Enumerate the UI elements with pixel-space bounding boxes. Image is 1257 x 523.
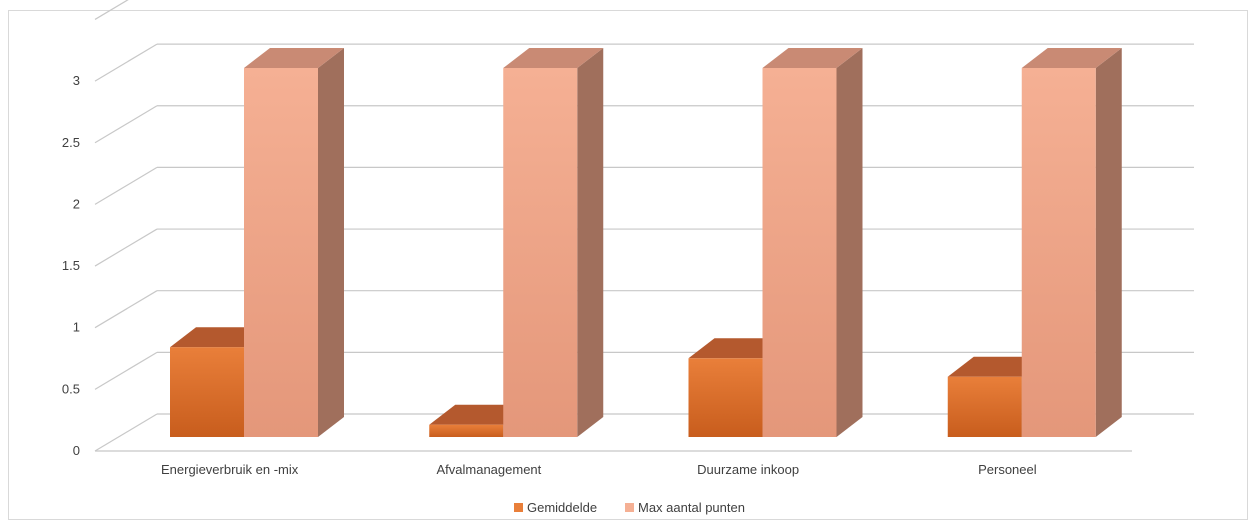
bar-top xyxy=(503,48,604,68)
y-tick-label: 0 xyxy=(73,443,80,458)
bar-side xyxy=(836,48,863,437)
y-tick-label: 0.5 xyxy=(62,381,80,396)
bar-side xyxy=(577,48,604,437)
legend-item: Gemiddelde xyxy=(514,500,597,515)
y-axis-ticks: 0 0.5 1 1.5 2 2.5 3 xyxy=(62,73,80,458)
legend-swatch xyxy=(514,503,523,512)
bar-front xyxy=(947,376,1022,437)
legend-label: Max aantal punten xyxy=(638,500,745,515)
bar-side xyxy=(318,48,344,437)
bar-front xyxy=(1021,68,1096,437)
gridline-diagonal xyxy=(94,351,158,390)
legend-label: Gemiddelde xyxy=(527,500,597,515)
bar-max-aantal-punten xyxy=(1021,48,1122,437)
y-tick-label: 2.5 xyxy=(62,135,80,150)
bar-top xyxy=(244,48,344,68)
gridline-diagonal xyxy=(94,228,158,267)
x-category-label: Personeel xyxy=(978,462,1037,477)
x-axis-categories: Energieverbruik en -mix Afvalmanagement Du… xyxy=(161,462,1037,477)
y-tick-label: 3 xyxy=(73,73,80,88)
bar-front xyxy=(688,358,763,437)
y-tick-label: 2 xyxy=(73,196,80,211)
gridline-diagonal xyxy=(94,0,129,20)
bar-front xyxy=(762,68,837,437)
x-category-label: Duurzame inkoop xyxy=(697,462,799,477)
gridline-diagonal xyxy=(94,105,158,144)
bar-front xyxy=(170,347,244,437)
gridline-diagonal xyxy=(94,290,158,329)
bars xyxy=(170,48,1122,437)
gridline-diagonal xyxy=(94,413,158,452)
bar-side xyxy=(1095,48,1122,437)
legend-swatch xyxy=(625,503,634,512)
legend-item: Max aantal punten xyxy=(625,500,745,515)
y-tick-label: 1.5 xyxy=(62,258,80,273)
bar-max-aantal-punten xyxy=(503,48,604,437)
bar-top xyxy=(1021,48,1122,68)
x-category-label: Energieverbruik en -mix xyxy=(161,462,299,477)
gridline-diagonal xyxy=(94,166,158,205)
bar-front xyxy=(503,68,578,437)
legend: Gemiddelde Max aantal punten xyxy=(514,500,745,515)
y-tick-label: 1 xyxy=(73,320,80,335)
bar-max-aantal-punten xyxy=(762,48,863,437)
x-category-label: Afvalmanagement xyxy=(436,462,541,477)
gridline-diagonal xyxy=(94,43,158,82)
bar-front xyxy=(244,68,318,437)
bar-max-aantal-punten xyxy=(244,48,344,437)
bar-front xyxy=(429,424,504,437)
bar-top xyxy=(762,48,863,68)
